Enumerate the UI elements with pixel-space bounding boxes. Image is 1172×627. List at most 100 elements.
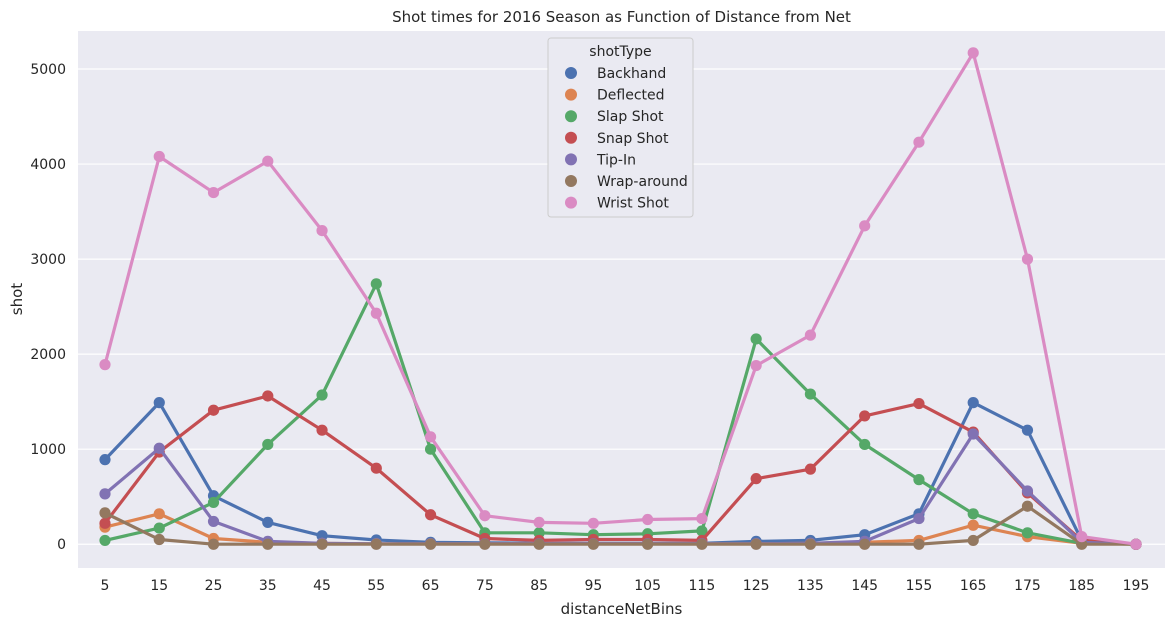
data-point	[642, 513, 654, 526]
legend-label: Tip-In	[596, 152, 636, 168]
data-point	[207, 538, 220, 550]
data-point	[696, 512, 708, 525]
x-tick-label: 145	[851, 578, 878, 594]
x-tick-label: 25	[205, 578, 223, 594]
data-point	[424, 431, 437, 443]
data-point	[587, 538, 599, 550]
data-point	[424, 509, 437, 521]
data-point	[1021, 253, 1034, 265]
data-point	[967, 428, 979, 440]
series-line	[104, 282, 1137, 546]
x-tick-label: 185	[1068, 578, 1095, 594]
data-point	[967, 534, 979, 547]
data-point	[859, 410, 871, 422]
series-line	[103, 51, 1137, 546]
legend-label: Snap Shot	[597, 131, 669, 147]
data-point	[153, 508, 165, 520]
data-point	[1076, 531, 1088, 543]
legend-label: Wrist Shot	[597, 196, 669, 212]
data-point	[479, 510, 491, 522]
x-tick-label: 195	[1123, 578, 1150, 594]
data-point	[316, 224, 328, 237]
legend-label: Backhand	[597, 66, 666, 82]
y-tick-label: 1000	[30, 442, 66, 458]
legend-marker	[565, 131, 577, 144]
data-point	[316, 424, 328, 436]
data-point	[859, 538, 871, 550]
y-tick-label: 5000	[30, 62, 66, 78]
legend-marker	[565, 175, 577, 187]
data-point	[370, 278, 382, 290]
data-point	[99, 534, 111, 547]
data-point	[99, 517, 111, 529]
data-point	[642, 538, 654, 550]
data-point	[424, 443, 437, 455]
data-point	[316, 538, 328, 550]
data-point	[1021, 485, 1034, 497]
y-axis-label: shot	[8, 283, 26, 315]
series-layer	[99, 47, 1142, 550]
chart-title: Shot times for 2016 Season as Function o…	[392, 8, 851, 26]
data-point	[370, 307, 382, 319]
y-tick-label: 4000	[30, 157, 66, 173]
legend-box	[547, 37, 694, 218]
data-point	[153, 442, 165, 454]
data-point	[1021, 424, 1034, 436]
data-point	[370, 462, 382, 474]
data-point	[1021, 527, 1034, 539]
data-point	[804, 463, 817, 475]
legend-marker	[565, 67, 577, 79]
data-point	[99, 359, 111, 371]
data-point	[967, 47, 979, 59]
x-tick-label: 175	[1014, 578, 1041, 594]
data-point	[696, 525, 708, 537]
legend-label: Slap Shot	[597, 109, 664, 125]
data-point	[262, 538, 274, 550]
data-point	[153, 397, 165, 409]
data-point	[533, 538, 545, 550]
data-point	[207, 515, 220, 528]
data-point	[153, 533, 165, 546]
series-line	[103, 394, 1137, 546]
data-point	[99, 507, 111, 519]
data-point	[750, 359, 762, 372]
data-point	[1021, 500, 1034, 512]
legend-items: Backhand Deflected Slap Shot Snap Shot Tip-I…	[565, 66, 688, 212]
legend: shotType Backhand Deflected Slap Shot Snap …	[547, 37, 694, 218]
data-point	[153, 522, 165, 534]
x-tick-label: 95	[584, 578, 602, 594]
data-point	[1130, 538, 1142, 550]
data-point	[804, 388, 817, 400]
data-point	[804, 538, 817, 550]
x-tick-label: 165	[960, 578, 987, 594]
x-axis-label: distanceNetBins	[561, 600, 683, 618]
x-axis: 5 15 25 35 45 55 65 75 85 95 105 115 125 135 145 155 165…	[101, 578, 1150, 594]
y-axis: 0 1000 2000 3000 4000 5000	[30, 62, 66, 553]
data-point	[99, 454, 111, 466]
x-tick-label: 65	[422, 578, 440, 594]
data-point	[913, 474, 925, 486]
x-tick-label: 125	[743, 578, 770, 594]
data-point	[913, 512, 925, 525]
data-point	[479, 538, 491, 550]
data-point	[207, 496, 220, 509]
x-tick-label: 35	[259, 578, 277, 594]
x-tick-label: 105	[634, 578, 661, 594]
series-wrist-shot	[99, 47, 1142, 550]
y-tick-label: 2000	[30, 347, 66, 363]
data-point	[696, 538, 708, 550]
data-point	[750, 473, 762, 485]
data-point	[967, 397, 979, 409]
data-point	[533, 516, 545, 528]
x-tick-label: 85	[530, 578, 548, 594]
legend-marker	[565, 110, 577, 123]
data-point	[859, 220, 871, 232]
legend-marker	[565, 88, 577, 101]
x-tick-label: 55	[367, 578, 385, 594]
legend-label: Wrap-around	[597, 174, 688, 190]
data-point	[207, 186, 220, 199]
data-point	[262, 516, 274, 528]
data-point	[967, 519, 979, 531]
data-point	[913, 538, 925, 550]
data-point	[587, 517, 599, 529]
